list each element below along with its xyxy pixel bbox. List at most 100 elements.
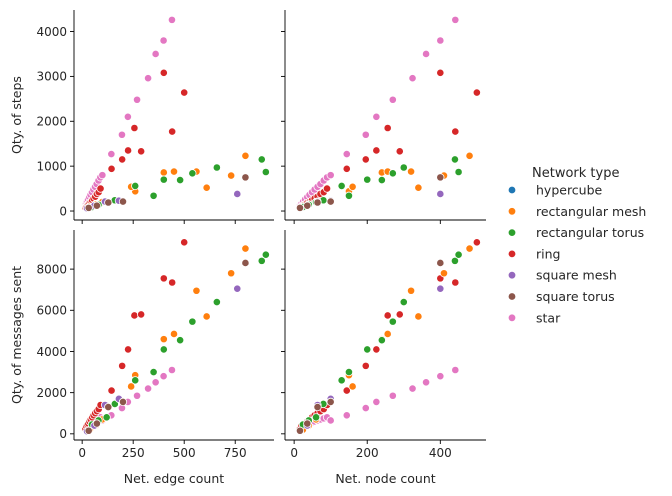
data-point	[202, 312, 211, 321]
data-point	[342, 149, 351, 159]
x-tick-label: 0	[78, 446, 86, 460]
x-tick-label: 0	[290, 446, 298, 460]
data-point	[450, 256, 460, 265]
legend-marker	[507, 207, 517, 216]
data-point	[123, 112, 132, 121]
data-point	[159, 372, 168, 381]
data-point	[131, 181, 140, 190]
data-point	[241, 173, 250, 182]
data-point	[395, 310, 404, 319]
data-point	[118, 197, 128, 206]
x-tick-label: 750	[224, 446, 247, 460]
data-point	[180, 88, 189, 97]
legend-marker	[507, 249, 517, 259]
data-point	[337, 181, 346, 190]
panel-messages-vs-edges: 0 250 500 750 0 2000 4000 6000 8000 Net. edge cou…	[9, 230, 274, 486]
data-point	[261, 250, 270, 259]
data-point	[169, 329, 179, 339]
data-point	[132, 95, 142, 104]
legend-label: rectangular torus	[536, 225, 644, 240]
data-point	[388, 391, 397, 400]
data-point	[92, 201, 101, 210]
data-point	[408, 384, 417, 393]
legend-entry: square torus	[507, 289, 615, 304]
data-point	[261, 167, 270, 177]
data-point	[202, 183, 211, 192]
data-point	[388, 95, 397, 104]
data-point	[96, 184, 105, 193]
data-point	[123, 146, 133, 155]
data-point	[159, 168, 168, 177]
data-point	[342, 386, 351, 395]
data-point	[123, 345, 133, 354]
data-point	[176, 175, 185, 185]
data-point	[361, 155, 370, 164]
data-point	[137, 147, 146, 156]
data-point	[176, 336, 185, 345]
data-point	[130, 311, 139, 320]
data-point	[363, 345, 372, 354]
data-point	[241, 244, 250, 253]
y-tick-label: 1000	[36, 159, 67, 173]
data-point	[451, 127, 460, 136]
data-point	[363, 175, 372, 184]
data-point	[233, 189, 242, 199]
panel-steps-vs-nodes	[281, 10, 486, 224]
data-point	[118, 361, 127, 370]
y-tick-label: 0	[59, 204, 67, 218]
data-point	[361, 361, 370, 370]
data-point	[454, 167, 463, 177]
data-point	[188, 317, 197, 326]
data-point	[143, 384, 153, 393]
data-point	[117, 130, 127, 139]
x-axis-label: Net. node count	[335, 471, 435, 486]
legend: Network type hypercube rectangular mesh re…	[507, 166, 646, 325]
data-point	[406, 167, 416, 176]
data-point	[98, 171, 107, 180]
data-point	[348, 382, 357, 391]
data-point	[92, 419, 101, 428]
data-point	[342, 411, 351, 420]
data-point	[131, 376, 140, 385]
data-point	[295, 426, 305, 435]
legend-marker	[507, 185, 517, 195]
data-point	[337, 376, 346, 385]
data-point	[313, 402, 322, 412]
data-point	[436, 258, 445, 268]
data-point	[383, 123, 392, 133]
data-point	[84, 426, 93, 435]
data-point	[436, 372, 445, 381]
y-tick-label: 4000	[36, 345, 67, 359]
data-point	[372, 146, 381, 155]
data-point	[372, 345, 381, 354]
data-point	[149, 191, 158, 200]
data-point	[159, 175, 168, 184]
data-point	[159, 68, 168, 77]
data-point	[388, 317, 397, 326]
data-point	[377, 336, 386, 345]
data-point	[118, 397, 128, 407]
data-point	[303, 201, 312, 210]
data-point	[326, 197, 335, 206]
legend-label: square torus	[536, 289, 615, 304]
data-point	[212, 163, 221, 172]
data-point	[212, 297, 221, 307]
data-point	[107, 164, 116, 173]
y-axis-label: Qty. of messages sent	[9, 266, 24, 404]
x-axis-label: Net. edge count	[124, 471, 224, 486]
legend-entry: ring	[507, 246, 560, 261]
data-point	[137, 310, 146, 319]
data-point	[436, 284, 445, 293]
data-point	[454, 250, 463, 259]
legend-label: rectangular mesh	[536, 204, 646, 219]
data-point	[159, 274, 168, 283]
data-point	[408, 74, 417, 83]
data-point	[439, 269, 449, 278]
data-point	[151, 378, 160, 387]
data-point	[436, 36, 445, 45]
data-point	[436, 189, 445, 199]
data-point	[451, 15, 460, 24]
y-tick-label: 2000	[36, 115, 67, 129]
